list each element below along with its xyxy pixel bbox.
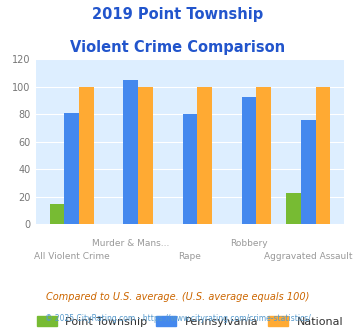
Text: Murder & Mans...: Murder & Mans... — [92, 239, 169, 248]
Text: Rape: Rape — [179, 252, 201, 261]
Bar — [124, 80, 138, 224]
Text: © 2025 CityRating.com - https://www.cityrating.com/crime-statistics/: © 2025 CityRating.com - https://www.city… — [45, 314, 310, 323]
Legend: Point Township, Pennsylvania, National: Point Township, Pennsylvania, National — [37, 316, 343, 326]
Bar — [301, 120, 316, 224]
Text: All Violent Crime: All Violent Crime — [34, 252, 110, 261]
Bar — [256, 87, 271, 224]
Text: Compared to U.S. average. (U.S. average equals 100): Compared to U.S. average. (U.S. average … — [46, 292, 309, 302]
Bar — [286, 193, 301, 224]
Bar — [316, 87, 330, 224]
Bar — [197, 87, 212, 224]
Bar — [64, 113, 79, 224]
Bar — [138, 87, 153, 224]
Text: Aggravated Assault: Aggravated Assault — [264, 252, 353, 261]
Text: Violent Crime Comparison: Violent Crime Comparison — [70, 40, 285, 54]
Bar — [50, 204, 64, 224]
Text: Robbery: Robbery — [230, 239, 268, 248]
Text: 2019 Point Township: 2019 Point Township — [92, 7, 263, 21]
Bar — [242, 96, 256, 224]
Bar — [79, 87, 94, 224]
Bar — [182, 115, 197, 224]
